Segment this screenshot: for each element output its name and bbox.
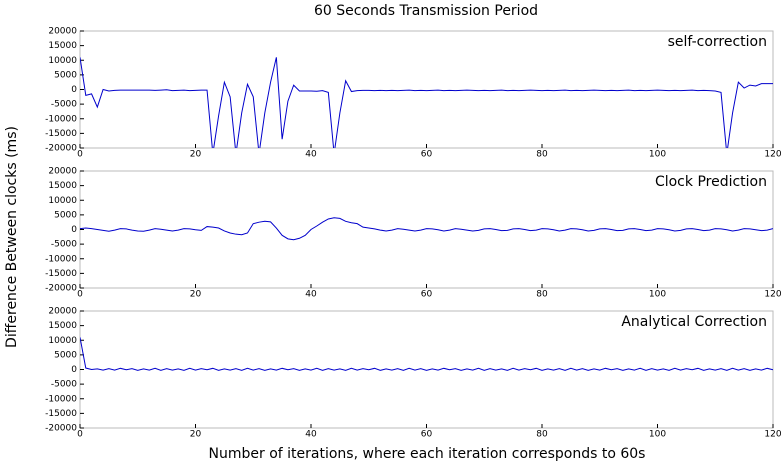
x-tick-label: 100 <box>649 150 666 160</box>
x-tick-label: 20 <box>190 150 202 160</box>
x-tick-label: 80 <box>536 290 548 300</box>
figure-title: 60 Seconds Transmission Period <box>314 3 538 19</box>
y-axis-label: Difference Between clocks (ms) <box>4 126 20 348</box>
x-tick-label: 120 <box>764 150 781 160</box>
x-tick-label: 20 <box>190 430 202 440</box>
y-tick-label: 0 <box>71 365 77 375</box>
y-tick-label: 10000 <box>48 336 77 346</box>
y-tick-label: 15000 <box>48 41 77 51</box>
x-tick-label: 0 <box>77 430 83 440</box>
y-tick-label: -10000 <box>45 254 77 264</box>
x-tick-label: 60 <box>421 430 433 440</box>
x-tick-label: 100 <box>649 430 666 440</box>
data-line <box>80 57 773 148</box>
panel-title: Clock Prediction <box>655 174 767 190</box>
x-tick-label: 80 <box>536 430 548 440</box>
y-tick-label: 20000 <box>48 27 77 37</box>
x-tick-label: 120 <box>764 430 781 440</box>
x-tick-label: 40 <box>305 150 317 160</box>
plot-area <box>80 217 773 241</box>
y-tick-label: -5000 <box>51 380 77 390</box>
x-tick-label: 100 <box>649 290 666 300</box>
y-tick-label: -15000 <box>45 269 77 279</box>
y-tick-label: -20000 <box>45 144 77 154</box>
y-tick-label: 20000 <box>48 307 77 317</box>
y-tick-label: -10000 <box>45 114 77 124</box>
y-tick-label: -15000 <box>45 409 77 419</box>
data-line <box>80 217 773 241</box>
y-tick-label: 0 <box>71 225 77 235</box>
panel-title: Analytical Correction <box>621 314 767 330</box>
y-tick-label: 20000 <box>48 167 77 177</box>
y-tick-label: -20000 <box>45 284 77 294</box>
y-tick-label: -10000 <box>45 394 77 404</box>
x-axis-label: Number of iterations, where each iterati… <box>209 446 646 462</box>
y-tick-label: 5000 <box>54 210 77 220</box>
panel-title: self-correction <box>668 34 767 50</box>
data-line <box>80 337 773 371</box>
x-tick-label: 60 <box>421 150 433 160</box>
x-tick-label: 40 <box>305 290 317 300</box>
y-tick-label: 5000 <box>54 70 77 80</box>
y-tick-label: 15000 <box>48 321 77 331</box>
y-tick-label: -20000 <box>45 424 77 434</box>
x-tick-label: 0 <box>77 150 83 160</box>
y-tick-label: 5000 <box>54 350 77 360</box>
x-tick-label: 80 <box>536 150 548 160</box>
y-tick-label: 10000 <box>48 56 77 66</box>
y-tick-label: -5000 <box>51 240 77 250</box>
y-tick-label: -15000 <box>45 129 77 139</box>
x-tick-label: 120 <box>764 290 781 300</box>
x-tick-label: 0 <box>77 290 83 300</box>
y-tick-label: 15000 <box>48 181 77 191</box>
x-tick-label: 60 <box>421 290 433 300</box>
plot-area <box>80 57 773 148</box>
y-tick-label: 0 <box>71 85 77 95</box>
x-tick-label: 40 <box>305 430 317 440</box>
plot-area <box>80 337 773 371</box>
y-tick-label: 10000 <box>48 196 77 206</box>
y-tick-label: -5000 <box>51 100 77 110</box>
x-tick-label: 20 <box>190 290 202 300</box>
